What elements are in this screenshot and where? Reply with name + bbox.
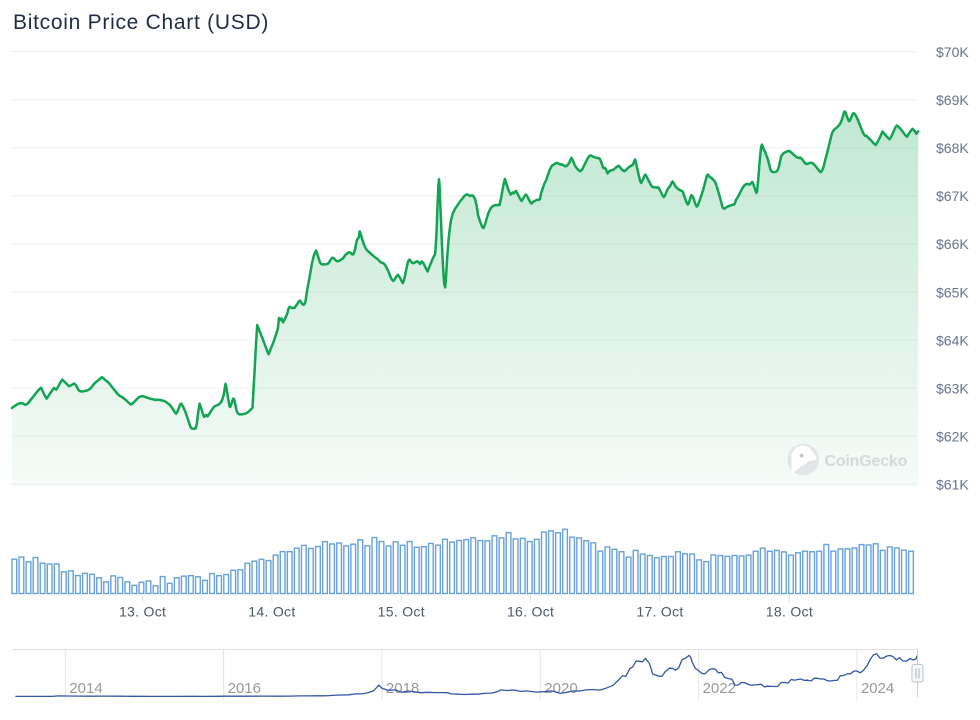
svg-text:$62K: $62K [936,429,969,445]
svg-text:2018: 2018 [386,680,419,697]
svg-text:2020: 2020 [544,680,577,697]
svg-text:2014: 2014 [69,680,102,697]
svg-text:13. Oct: 13. Oct [119,604,166,620]
svg-text:$68K: $68K [936,140,969,156]
svg-text:$70K: $70K [936,44,969,60]
svg-text:15. Oct: 15. Oct [378,604,425,620]
svg-text:$61K: $61K [936,477,969,493]
svg-text:17. Oct: 17. Oct [636,604,683,620]
svg-text:CoinGecko: CoinGecko [825,453,908,470]
svg-text:Bitcoin Price Chart (USD): Bitcoin Price Chart (USD) [13,11,269,34]
svg-text:16. Oct: 16. Oct [507,604,554,620]
svg-text:$67K: $67K [936,188,969,204]
svg-text:$65K: $65K [936,284,969,300]
svg-text:2022: 2022 [703,680,736,697]
svg-text:$66K: $66K [936,236,969,252]
svg-text:$69K: $69K [936,92,969,108]
svg-text:2016: 2016 [228,680,261,697]
svg-text:18. Oct: 18. Oct [766,604,813,620]
svg-text:$64K: $64K [936,332,969,348]
svg-text:14. Oct: 14. Oct [248,604,295,620]
svg-text:2024: 2024 [861,680,894,697]
svg-text:$63K: $63K [936,380,969,396]
